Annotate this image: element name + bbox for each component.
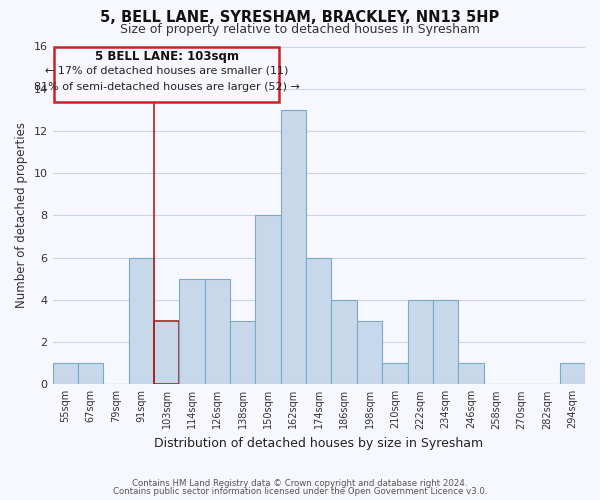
Text: Contains HM Land Registry data © Crown copyright and database right 2024.: Contains HM Land Registry data © Crown c… xyxy=(132,478,468,488)
Text: ← 17% of detached houses are smaller (11): ← 17% of detached houses are smaller (11… xyxy=(45,66,289,76)
Bar xyxy=(281,110,306,384)
Bar xyxy=(53,363,78,384)
Bar xyxy=(331,300,357,384)
Bar xyxy=(560,363,585,384)
Text: Contains public sector information licensed under the Open Government Licence v3: Contains public sector information licen… xyxy=(113,487,487,496)
Bar xyxy=(78,363,103,384)
X-axis label: Distribution of detached houses by size in Syresham: Distribution of detached houses by size … xyxy=(154,437,484,450)
Bar xyxy=(230,321,256,384)
Text: Size of property relative to detached houses in Syresham: Size of property relative to detached ho… xyxy=(120,22,480,36)
Text: 5 BELL LANE: 103sqm: 5 BELL LANE: 103sqm xyxy=(95,50,239,62)
Bar xyxy=(179,278,205,384)
Bar xyxy=(306,258,331,384)
Bar xyxy=(357,321,382,384)
FancyBboxPatch shape xyxy=(54,46,280,102)
Bar xyxy=(382,363,407,384)
Text: 81% of semi-detached houses are larger (52) →: 81% of semi-detached houses are larger (… xyxy=(34,82,299,92)
Bar xyxy=(205,278,230,384)
Bar xyxy=(256,216,281,384)
Bar xyxy=(407,300,433,384)
Bar xyxy=(154,321,179,384)
Text: 5, BELL LANE, SYRESHAM, BRACKLEY, NN13 5HP: 5, BELL LANE, SYRESHAM, BRACKLEY, NN13 5… xyxy=(100,10,500,25)
Bar xyxy=(458,363,484,384)
Bar xyxy=(433,300,458,384)
Y-axis label: Number of detached properties: Number of detached properties xyxy=(15,122,28,308)
Bar xyxy=(128,258,154,384)
